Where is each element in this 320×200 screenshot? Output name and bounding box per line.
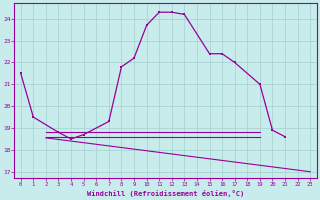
X-axis label: Windchill (Refroidissement éolien,°C): Windchill (Refroidissement éolien,°C) [87,190,244,197]
